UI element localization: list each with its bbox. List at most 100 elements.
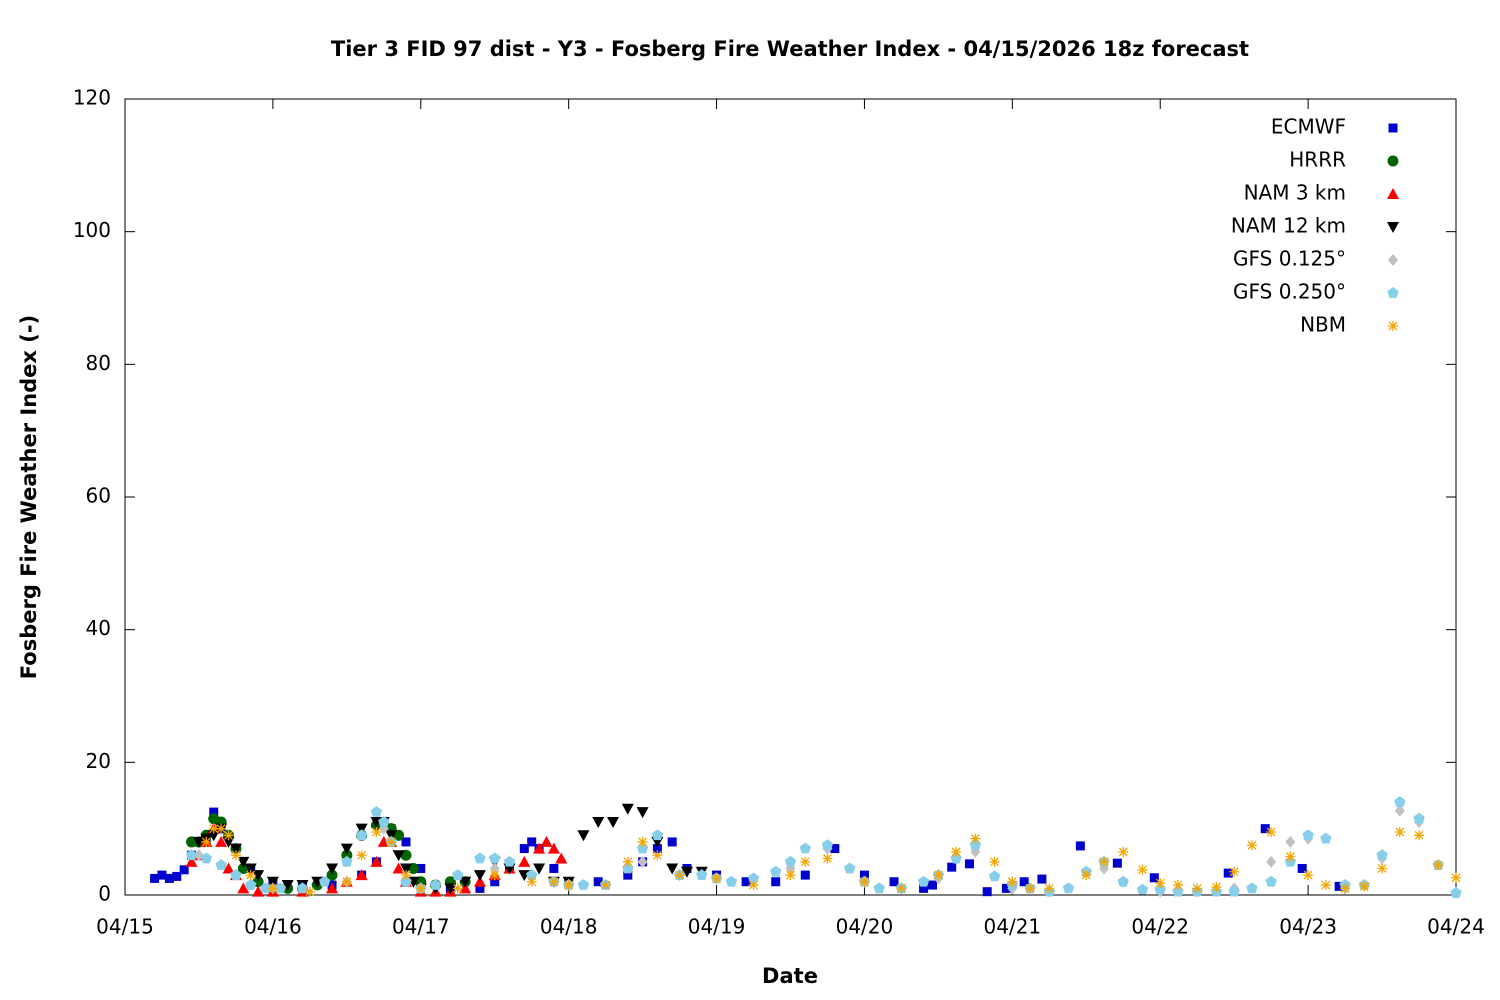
marker xyxy=(1450,887,1462,898)
marker xyxy=(600,880,611,891)
marker xyxy=(696,869,708,880)
x-tick-label: 04/20 xyxy=(836,915,894,939)
marker xyxy=(503,855,516,867)
marker xyxy=(1192,883,1203,894)
marker xyxy=(192,836,205,848)
marker xyxy=(519,844,529,854)
marker xyxy=(988,870,1001,882)
marker xyxy=(207,830,220,842)
marker xyxy=(416,863,426,873)
x-tick-label: 04/24 xyxy=(1427,915,1485,939)
marker xyxy=(917,875,930,887)
legend-label: ECMWF xyxy=(1271,115,1346,139)
marker xyxy=(1137,864,1148,875)
x-tick-label: 04/15 xyxy=(96,915,154,939)
legend-marker xyxy=(1387,188,1399,199)
legend-label: GFS 0.250° xyxy=(1233,280,1346,304)
marker xyxy=(927,880,937,890)
legend-label: NAM 12 km xyxy=(1231,214,1346,238)
marker xyxy=(989,856,1000,867)
marker xyxy=(830,844,840,854)
marker xyxy=(370,806,383,817)
marker xyxy=(533,863,546,875)
marker xyxy=(267,883,278,894)
marker xyxy=(577,830,590,842)
marker xyxy=(150,873,160,883)
marker xyxy=(415,883,426,894)
marker xyxy=(1266,855,1277,868)
marker xyxy=(274,882,286,894)
marker xyxy=(970,833,981,844)
marker xyxy=(281,880,294,892)
marker xyxy=(230,869,242,880)
marker xyxy=(341,876,352,887)
marker xyxy=(444,883,457,895)
marker xyxy=(674,870,685,881)
marker xyxy=(540,835,553,847)
marker xyxy=(459,882,472,894)
marker xyxy=(223,830,234,841)
marker xyxy=(525,869,538,880)
marker xyxy=(1211,882,1222,893)
marker xyxy=(577,879,590,890)
marker xyxy=(392,850,405,862)
marker xyxy=(473,870,486,882)
marker xyxy=(651,829,664,841)
marker xyxy=(222,836,235,848)
marker xyxy=(370,855,383,867)
x-tick-label: 04/23 xyxy=(1279,915,1337,939)
marker xyxy=(215,859,227,871)
marker xyxy=(208,823,219,834)
marker xyxy=(296,882,309,894)
marker xyxy=(1260,824,1270,834)
marker xyxy=(933,870,944,881)
marker xyxy=(1433,860,1444,871)
marker xyxy=(378,816,390,827)
legend-label: GFS 0.125° xyxy=(1233,247,1346,271)
legend-label: NBM xyxy=(1300,313,1346,337)
marker xyxy=(800,856,811,867)
marker xyxy=(1075,841,1085,851)
marker xyxy=(637,836,648,847)
legend-marker xyxy=(1387,155,1399,167)
marker xyxy=(785,870,796,881)
marker xyxy=(666,863,679,875)
marker xyxy=(784,855,797,867)
x-axis-title: Date xyxy=(762,964,818,988)
marker xyxy=(563,880,574,891)
marker xyxy=(318,875,331,887)
marker xyxy=(1062,882,1075,894)
marker xyxy=(1037,874,1047,884)
marker xyxy=(1303,870,1314,881)
marker xyxy=(621,803,634,815)
x-tick-label: 04/18 xyxy=(540,915,598,939)
marker xyxy=(452,883,463,894)
marker xyxy=(244,879,257,890)
marker xyxy=(1297,863,1307,873)
marker xyxy=(947,862,957,872)
marker xyxy=(1340,883,1351,894)
marker xyxy=(216,823,227,834)
marker xyxy=(172,871,182,881)
marker xyxy=(1136,883,1149,895)
marker xyxy=(652,844,662,854)
marker xyxy=(1394,804,1405,817)
marker xyxy=(489,852,501,864)
marker xyxy=(607,817,620,829)
y-tick-label: 0 xyxy=(98,882,111,906)
marker xyxy=(252,870,265,882)
marker xyxy=(1265,875,1277,887)
marker xyxy=(711,873,722,884)
legend-label: NAM 3 km xyxy=(1244,181,1346,205)
marker xyxy=(800,870,810,880)
marker xyxy=(326,863,339,875)
marker xyxy=(1394,796,1406,807)
marker xyxy=(215,835,228,847)
marker xyxy=(1414,830,1425,841)
marker xyxy=(400,870,411,881)
y-axis-title: Fosberg Fire Weather Index (-) xyxy=(17,315,41,679)
y-tick-label: 20 xyxy=(86,749,111,773)
marker xyxy=(474,852,486,864)
marker xyxy=(951,846,962,857)
marker xyxy=(652,850,663,861)
